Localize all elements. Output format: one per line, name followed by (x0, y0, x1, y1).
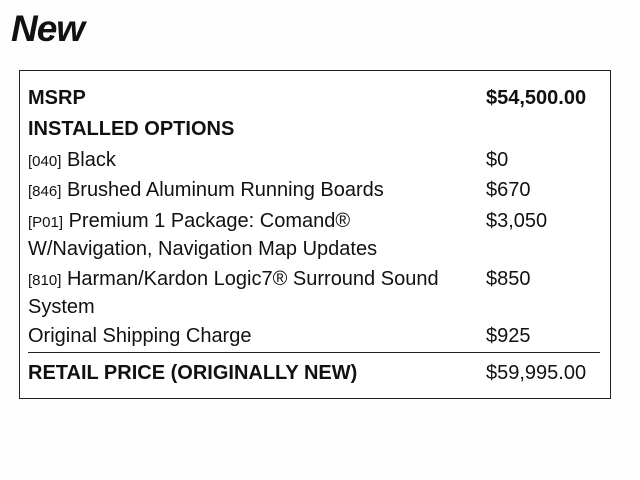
msrp-label: MSRP (28, 87, 86, 109)
option-description: Premium 1 Package: Comand® W/Navigation,… (28, 210, 378, 260)
msrp-price: $54,500.00 (486, 87, 587, 109)
shipping-price: $925 (486, 325, 531, 347)
option-description: Black (66, 149, 116, 171)
option-code: [P01] (28, 214, 64, 231)
retail-price: $59,995.00 (486, 362, 587, 384)
option-code: [846] (28, 183, 62, 200)
installed-options-label: INSTALLED OPTIONS (28, 118, 235, 140)
price-sticker-box: MSRP $54,500.00 INSTALLED OPTIONS [040] … (19, 70, 611, 399)
option-price: $3,050 (486, 210, 548, 232)
total-divider (28, 352, 600, 353)
page-title: New (11, 8, 85, 49)
retail-label: RETAIL PRICE (ORIGINALLY NEW) (28, 362, 358, 384)
option-price: $0 (486, 149, 509, 171)
option-description: Harman/Kardon Logic7® Surround Sound Sys… (28, 268, 439, 318)
option-code: [810] (28, 272, 62, 289)
option-code: [040] (28, 153, 62, 170)
option-price: $670 (486, 179, 531, 201)
shipping-label: Original Shipping Charge (28, 325, 252, 347)
option-description: Brushed Aluminum Running Boards (66, 179, 384, 201)
option-price: $850 (486, 268, 531, 290)
